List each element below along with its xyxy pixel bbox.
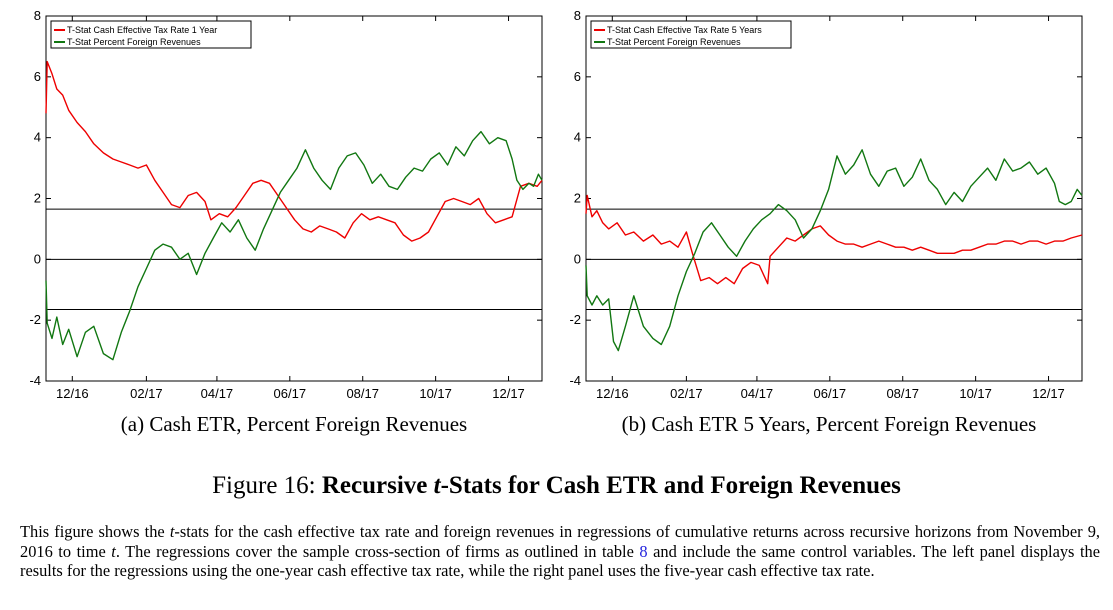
panel-a-y-tick-label-3: 2 (34, 191, 41, 206)
panel-a-y-tick-label-4: 4 (34, 130, 41, 145)
panel-b-x-tick-label-1: 02/17 (670, 386, 703, 400)
panel-b-y-tick-label-2: 0 (574, 251, 581, 266)
panel-a-series-line-1 (45, 60, 543, 242)
figure-label: Figure 16: (212, 472, 316, 499)
table-reference-link[interactable]: 8 (639, 541, 648, 561)
panel-b-legend-box (590, 20, 792, 49)
panel-b-y-tick-label-1: -2 (569, 312, 581, 327)
panel-b-x-tick-label-5: 10/17 (959, 386, 992, 400)
panel-a-y-tick-label-2: 0 (34, 251, 41, 266)
panel-b-series-line-1 (585, 194, 1083, 285)
panel-b-series-line-2 (585, 149, 1083, 352)
caption-panel-b: (b) Cash ETR 5 Years, Percent Foreign Re… (621, 412, 1037, 436)
panel-a-legend-label-2: T-Stat Percent Foreign Revenues (67, 37, 201, 47)
panel-a-plot-frame (45, 15, 543, 382)
panel-b-x-tick-label-6: 12/17 (1032, 386, 1065, 400)
figure-description: This figure shows the t-stats for the ca… (20, 522, 1100, 580)
panel-a-y-tick-label-0: -4 (29, 373, 41, 388)
panel-a-x-tick-label-3: 06/17 (274, 386, 307, 400)
panel-a-x-tick-label-4: 08/17 (346, 386, 379, 400)
panel-b-x-tick-label-2: 04/17 (741, 386, 774, 400)
panel-a-x-tick-label-5: 10/17 (419, 386, 452, 400)
panel-b-x-tick-label-4: 08/17 (886, 386, 919, 400)
panel-a-x-tick-label-0: 12/16 (56, 386, 89, 400)
figure-title-text: Recursive t-Stats for Cash ETR and Forei… (321, 472, 901, 499)
figure-title: Figure 16: Recursive t-Stats for Cash ET… (0, 472, 1113, 500)
panel-b-y-tick-label-5: 6 (574, 69, 581, 84)
panel-b-y-tick-label-4: 4 (574, 130, 581, 145)
panel-b-plot-frame (585, 15, 1083, 382)
panel-b-legend-label-1: T-Stat Cash Effective Tax Rate 5 Years (607, 25, 762, 35)
panel-b-y-tick-label-3: 2 (574, 191, 581, 206)
panel-a-x-tick-label-2: 04/17 (201, 386, 234, 400)
charts-canvas: -4 -2 0 2 4 6 8 12/16 02/17 04/17 06/17 08/17 10/17 1… (29, 8, 1083, 400)
panel-a-y-tick-label-1: -2 (29, 312, 41, 327)
panel-a-legend-box (50, 20, 252, 49)
panel-a-group: -4 -2 0 2 4 6 8 12/16 02/17 04/17 06/17 08/17 10/17 1… (29, 8, 543, 400)
panel-a-x-tick-label-6: 12/17 (492, 386, 525, 400)
panel-b-x-tick-label-3: 06/17 (814, 386, 847, 400)
panel-b-y-tick-label-6: 8 (574, 8, 581, 23)
panel-b-legend-label-2: T-Stat Percent Foreign Revenues (607, 37, 741, 47)
panel-a-y-tick-label-5: 6 (34, 69, 41, 84)
panel-a-x-tick-label-1: 02/17 (130, 386, 163, 400)
panel-a-series-line-2 (45, 130, 543, 361)
caption-panel-a: (a) Cash ETR, Percent Foreign Revenues (120, 412, 468, 436)
panel-a-y-tick-label-6: 8 (34, 8, 41, 23)
panel-b-group: -4 -2 0 2 4 6 8 12/16 02/17 04/17 06/17 08/17 10/17 1… (569, 8, 1083, 400)
panel-b-y-tick-label-0: -4 (569, 373, 581, 388)
panel-a-legend-label-1: T-Stat Cash Effective Tax Rate 1 Year (67, 25, 217, 35)
panel-b-x-tick-label-0: 12/16 (596, 386, 629, 400)
